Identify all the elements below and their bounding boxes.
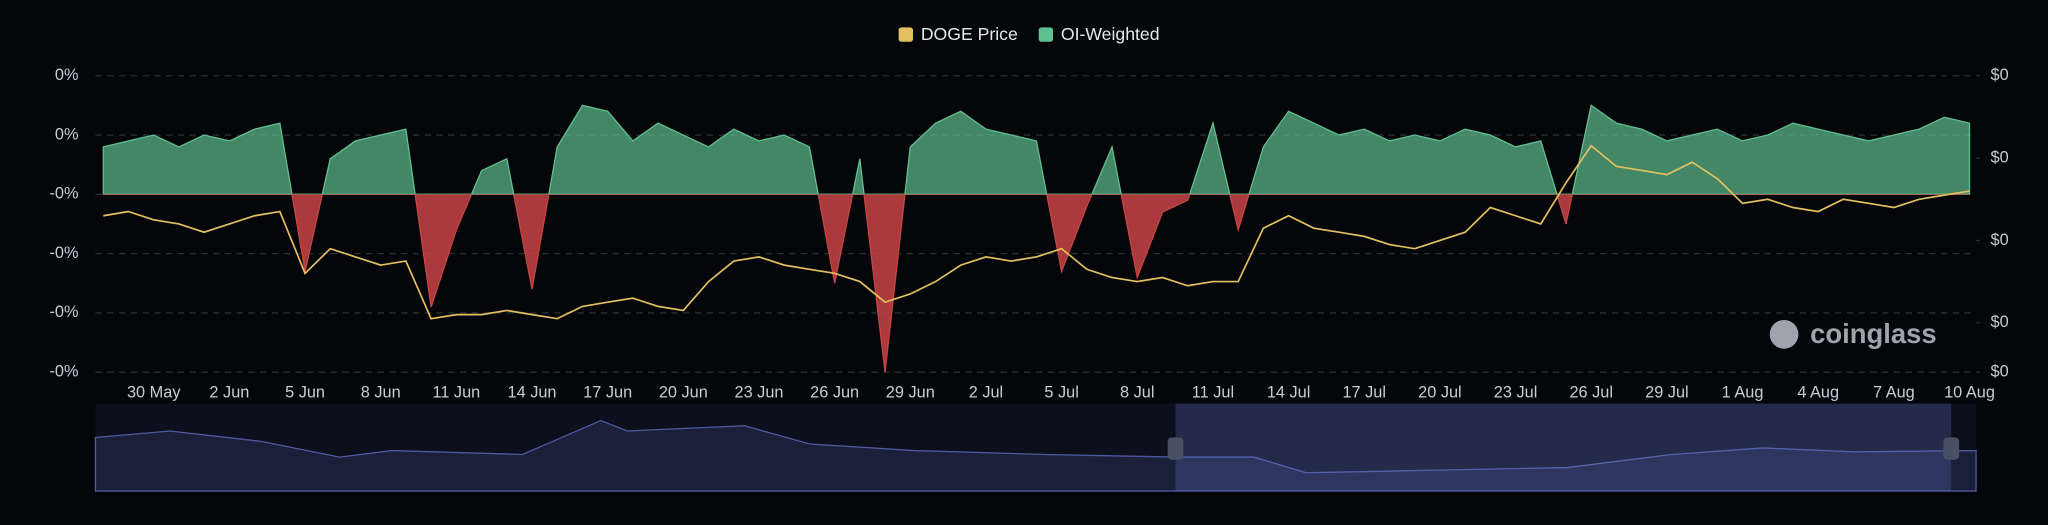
x-tick-label: 4 Aug <box>1797 383 1839 401</box>
legend: DOGE Price OI-Weighted <box>898 24 1160 44</box>
legend-label: DOGE Price <box>921 24 1018 44</box>
x-tick-label: 11 Jul <box>1192 383 1234 401</box>
funding-area-negative <box>102 194 1971 373</box>
navigator-handle[interactable] <box>1943 437 1960 460</box>
watermark-logo <box>1769 319 1799 349</box>
x-tick-label: 5 Jun <box>285 383 325 401</box>
x-tick-label: 23 Jul <box>1494 383 1538 401</box>
x-tick-label: 14 Jun <box>508 383 557 401</box>
navigator-handle[interactable] <box>1167 437 1184 460</box>
legend-swatch <box>898 27 913 42</box>
x-tick-label: 17 Jul <box>1342 383 1386 401</box>
funding-area-positive <box>102 104 1971 195</box>
x-tick-label: 29 Jul <box>1645 383 1689 401</box>
y2-tick-label: $0 <box>1991 148 2009 166</box>
x-tick-label: 23 Jun <box>735 383 784 401</box>
x-tick-label: 8 Jun <box>361 383 401 401</box>
watermark: coinglass <box>1769 318 1937 349</box>
x-tick-label: 30 May <box>127 383 181 401</box>
x-tick-label: 2 Jul <box>969 383 1003 401</box>
x-tick-label: 26 Jul <box>1569 383 1613 401</box>
y2-tick-label: $0 <box>1991 363 2009 381</box>
legend-swatch <box>1038 27 1054 42</box>
x-tick-label: 10 Aug <box>1944 383 1995 401</box>
watermark-text: coinglass <box>1810 318 1936 349</box>
x-tick-label: 5 Jul <box>1044 383 1078 401</box>
x-tick-label: 7 Aug <box>1873 383 1915 401</box>
x-tick-label: 8 Jul <box>1120 383 1154 401</box>
y-tick-label: 0% <box>55 66 79 84</box>
navigator[interactable] <box>94 403 1977 492</box>
y-tick-label: -0% <box>49 185 78 203</box>
y-tick-label: 0% <box>55 125 79 143</box>
y2-tick-label: $0 <box>1991 231 2009 249</box>
y2-tick-label: $0 <box>1991 313 2009 331</box>
navigator-window[interactable] <box>1175 403 1952 492</box>
y-tick-label: -0% <box>49 244 78 262</box>
x-tick-label: 20 Jun <box>659 383 708 401</box>
navigator-series <box>94 419 1977 492</box>
y2-tick-label: $0 <box>1991 66 2009 84</box>
price-line <box>103 144 1970 320</box>
y-tick-label: -0% <box>49 303 78 321</box>
x-tick-label: 20 Jul <box>1418 383 1462 401</box>
y-tick-label: -0% <box>49 363 78 381</box>
x-tick-label: 2 Jun <box>209 383 249 401</box>
x-tick-label: 1 Aug <box>1722 383 1764 401</box>
x-tick-label: 17 Jun <box>583 383 632 401</box>
x-tick-label: 11 Jun <box>432 383 480 401</box>
x-tick-label: 29 Jun <box>886 383 935 401</box>
legend-label: OI-Weighted <box>1061 24 1160 44</box>
x-tick-label: 26 Jun <box>810 383 859 401</box>
x-tick-label: 14 Jul <box>1267 383 1311 401</box>
